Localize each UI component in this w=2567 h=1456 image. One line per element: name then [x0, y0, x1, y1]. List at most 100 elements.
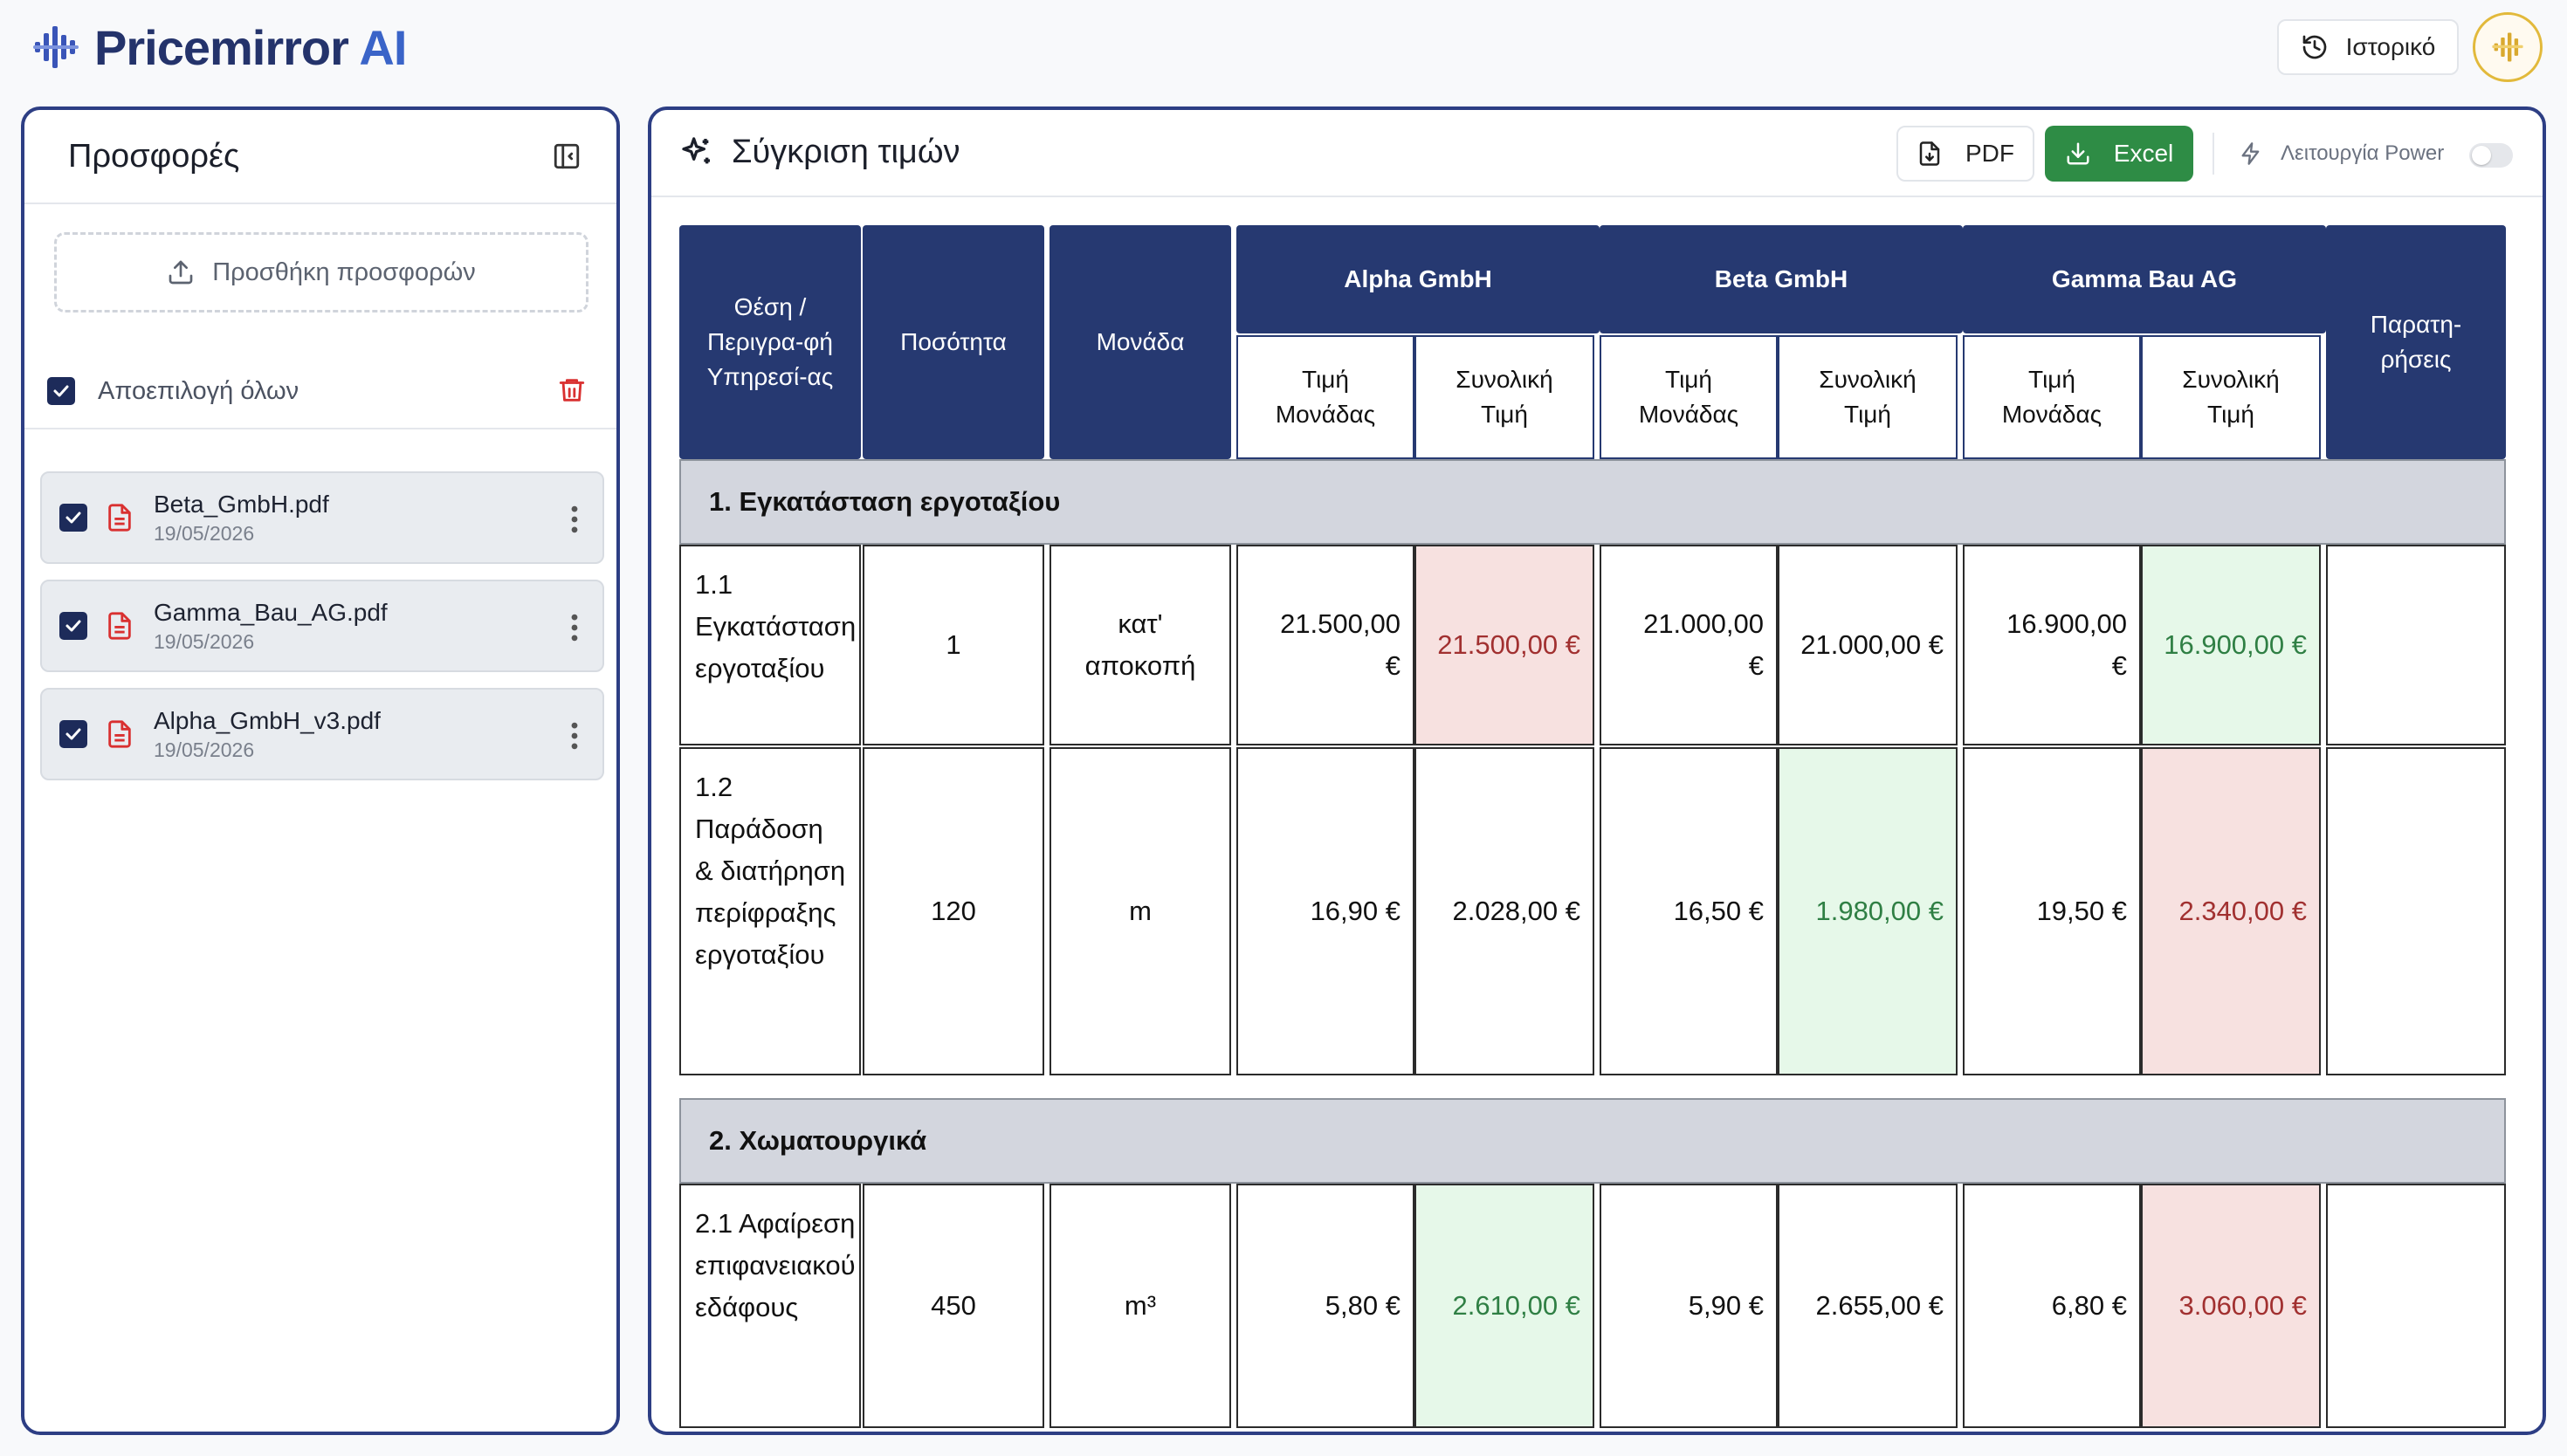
row-partial	[1778, 1432, 1958, 1435]
brand-name-part1: Pricemirror	[94, 19, 349, 75]
export-excel-label: Excel	[2113, 140, 2174, 167]
sparkles-icon	[682, 137, 710, 164]
header-unit: Μονάδα	[1050, 225, 1231, 459]
deselect-all-label: Αποεπιλογή όλων	[98, 376, 299, 405]
add-offers-button[interactable]: Προσθήκη προσφορών	[54, 232, 588, 312]
row-description: 2.1 Αφαίρεση επιφανειακού εδάφους	[679, 1184, 861, 1428]
row-quantity: 1	[863, 545, 1044, 745]
row-remarks	[2326, 747, 2506, 1075]
row-partial	[1050, 1432, 1231, 1435]
toggle-knob	[2472, 146, 2491, 165]
file-download-icon	[1919, 141, 1940, 166]
history-button[interactable]: Ιστορικό	[2277, 19, 2459, 75]
row-total-price: 21.500,00 €	[1414, 545, 1594, 745]
header-unit-price: Τιμή Μονάδας	[1236, 335, 1414, 459]
price-comparison-panel: Σύγκριση τιμών PDF Excel Λειτουργία Powe…	[648, 106, 2546, 1435]
row-remarks	[2326, 1184, 2506, 1428]
offers-panel-title: Προσφορές	[68, 137, 240, 175]
more-options-icon[interactable]	[569, 721, 580, 751]
row-description: 1.1 Εγκατάσταση εργοταξίου	[679, 545, 861, 745]
row-partial	[1414, 1432, 1594, 1435]
row-total-price: 2.655,00 €	[1778, 1184, 1958, 1428]
header-unit-price: Τιμή Μονάδας	[1600, 335, 1778, 459]
row-total-price: 2.610,00 €	[1414, 1184, 1594, 1428]
add-offers-label: Προσθήκη προσφορών	[212, 258, 476, 286]
pdf-file-icon	[108, 504, 131, 532]
row-unit-price: 21.000,00 €	[1600, 545, 1778, 745]
row-quantity: 120	[863, 747, 1044, 1075]
row-unit-price: 5,80 €	[1236, 1184, 1414, 1428]
collapse-panel-icon[interactable]	[552, 141, 582, 171]
lightning-icon	[2241, 142, 2260, 165]
row-total-price: 1.980,00 €	[1778, 747, 1958, 1075]
file-checkbox[interactable]	[59, 612, 87, 640]
price-comparison-title-text: Σύγκριση τιμών	[732, 133, 960, 170]
upload-icon	[169, 260, 193, 285]
export-excel-button[interactable]: Excel	[2045, 126, 2193, 182]
trash-icon[interactable]	[557, 375, 587, 405]
toolbar-separator	[2213, 133, 2214, 175]
power-mode-label: Λειτουργία Power	[2281, 141, 2445, 165]
row-unit: m	[1050, 747, 1231, 1075]
file-date: 19/05/2026	[154, 738, 255, 761]
pdf-file-icon	[108, 612, 131, 640]
pdf-file-icon	[108, 720, 131, 748]
row-total-price: 2.340,00 €	[2141, 747, 2321, 1075]
check-icon	[65, 512, 81, 524]
brand-name-part2: AI	[359, 19, 407, 75]
row-partial	[2326, 1432, 2506, 1435]
header-vendor: Alpha GmbH	[1236, 225, 1600, 333]
row-description: 1.2 Παράδοση & διατήρηση περίφραξης εργο…	[679, 747, 861, 1075]
avatar[interactable]	[2473, 12, 2543, 82]
power-mode-toggle[interactable]	[2469, 143, 2513, 168]
download-icon	[2067, 142, 2089, 165]
row-unit: κατ' αποκοπή	[1050, 545, 1231, 745]
file-meta: Beta_GmbH.pdf 19/05/2026	[154, 489, 329, 546]
row-unit-price: 16,50 €	[1600, 747, 1778, 1075]
row-total-price: 16.900,00 €	[2141, 545, 2321, 745]
header-vendor: Gamma Bau AG	[1963, 225, 2326, 333]
header-unit-price: Τιμή Μονάδας	[1963, 335, 2141, 459]
row-partial	[1236, 1432, 1414, 1435]
row-unit-price: 5,90 €	[1600, 1184, 1778, 1428]
check-icon	[53, 385, 69, 397]
row-unit: m³	[1050, 1184, 1231, 1428]
file-name: Beta_GmbH.pdf	[154, 491, 329, 518]
file-date: 19/05/2026	[154, 630, 255, 653]
file-checkbox[interactable]	[59, 720, 87, 748]
divider	[24, 428, 616, 429]
header-vendor: Beta GmbH	[1600, 225, 1963, 333]
header-total-price: Συνολική Τιμή	[2141, 335, 2321, 459]
row-remarks	[2326, 545, 2506, 745]
history-label: Ιστορικό	[2345, 33, 2436, 60]
file-item[interactable]: Beta_GmbH.pdf 19/05/2026	[40, 471, 604, 564]
price-comparison-title: Σύγκριση τιμών	[679, 129, 960, 175]
file-item[interactable]: Gamma_Bau_AG.pdf 19/05/2026	[40, 580, 604, 672]
export-pdf-button[interactable]: PDF	[1896, 126, 2034, 182]
power-mode: Λειτουργία Power	[2239, 136, 2444, 171]
row-unit-price: 16,90 €	[1236, 747, 1414, 1075]
deselect-all-row: Αποεπιλογή όλων	[47, 370, 606, 412]
history-icon	[2302, 35, 2326, 59]
header-position: Θέση / Περιγρα-φή Υπηρεσί-ας	[679, 225, 861, 459]
brand-name: Pricemirror AI	[94, 19, 407, 76]
logo-icon	[33, 26, 79, 68]
avatar-logo-icon	[2492, 32, 2523, 62]
export-pdf-label: PDF	[1965, 140, 2014, 167]
file-item[interactable]: Alpha_GmbH_v3.pdf 19/05/2026	[40, 688, 604, 780]
row-partial	[1600, 1432, 1778, 1435]
more-options-icon[interactable]	[569, 613, 580, 642]
row-unit-price: 21.500,00 €	[1236, 545, 1414, 745]
row-partial	[863, 1432, 1044, 1435]
deselect-all-checkbox[interactable]	[47, 377, 75, 405]
logo[interactable]: Pricemirror AI	[31, 19, 407, 76]
header-quantity: Ποσότητα	[863, 225, 1044, 459]
check-icon	[65, 620, 81, 632]
more-options-icon[interactable]	[569, 505, 580, 534]
file-meta: Alpha_GmbH_v3.pdf 19/05/2026	[154, 705, 381, 763]
row-partial	[1963, 1432, 2141, 1435]
file-checkbox[interactable]	[59, 504, 87, 532]
row-total-price: 3.060,00 €	[2141, 1184, 2321, 1428]
comparison-table-scroll[interactable]: Θέση / Περιγρα-φή Υπηρεσί-ας Ποσότητα Μονά…	[651, 199, 2543, 1435]
file-name: Alpha_GmbH_v3.pdf	[154, 707, 381, 734]
